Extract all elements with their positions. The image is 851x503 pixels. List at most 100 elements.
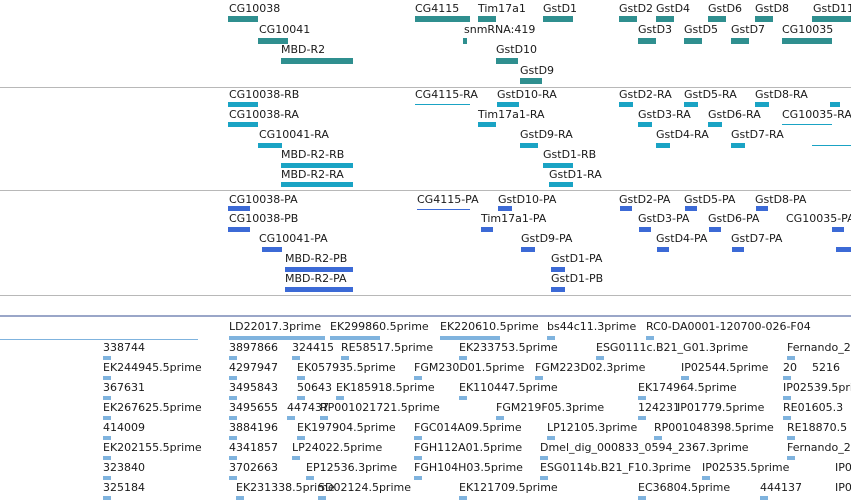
protein-label[interactable]: CG10035-PA [786, 212, 851, 225]
transcript-label[interactable]: GstD1-RB [543, 148, 597, 161]
gene-label[interactable]: GstD9 [520, 64, 555, 77]
gene-feature[interactable] [619, 16, 637, 22]
transcript-feature[interactable] [638, 122, 652, 127]
est-label[interactable]: EC36804.5prime [638, 481, 731, 494]
est-feature[interactable] [229, 396, 237, 400]
est-label[interactable]: 447437 [287, 401, 329, 414]
est-label[interactable]: IP02544.5prime [681, 361, 769, 374]
protein-feature[interactable] [756, 206, 768, 211]
gene-feature[interactable] [755, 16, 773, 22]
est-feature[interactable] [320, 416, 328, 420]
protein-label[interactable]: CG4115-PA [417, 193, 479, 206]
transcript-feature[interactable] [619, 102, 633, 107]
est-feature[interactable] [297, 396, 305, 400]
est-label[interactable]: EK174964.5prime [638, 381, 737, 394]
est-label[interactable]: bs44c11.3prime [547, 320, 637, 333]
est-label[interactable]: 4341857 [229, 441, 278, 454]
gene-label[interactable]: CG10035 [782, 23, 834, 36]
est-feature[interactable] [646, 336, 654, 340]
est-feature[interactable] [496, 416, 504, 420]
est-label[interactable]: 124231 [638, 401, 680, 414]
gene-feature[interactable] [782, 38, 832, 44]
est-label[interactable]: EK267625.5prime [103, 401, 202, 414]
est-label[interactable]: 324415 [292, 341, 334, 354]
protein-label[interactable]: GstD2-PA [619, 193, 671, 206]
transcript-feature[interactable] [281, 163, 353, 168]
est-label[interactable]: 4297947 [229, 361, 278, 374]
est-label[interactable]: EK185918.5prime [336, 381, 435, 394]
gene-feature[interactable] [258, 38, 288, 44]
gene-feature[interactable] [543, 16, 573, 22]
protein-feature[interactable] [285, 287, 353, 292]
est-feature[interactable] [787, 436, 795, 440]
protein-feature[interactable] [639, 227, 651, 232]
est-label[interactable]: EK244945.5prime [103, 361, 202, 374]
est-label[interactable]: FGH112A01.5prime [414, 441, 523, 454]
gene-label[interactable]: GstD4 [656, 2, 691, 15]
est-feature[interactable] [292, 456, 300, 460]
transcript-feature[interactable] [543, 163, 573, 168]
transcript-feature[interactable] [731, 143, 745, 148]
gene-label[interactable]: GstD7 [731, 23, 766, 36]
est-feature[interactable] [414, 376, 422, 380]
est-label[interactable]: 20 [783, 361, 797, 374]
gene-feature[interactable] [708, 16, 726, 22]
est-feature[interactable] [229, 456, 237, 460]
transcript-label[interactable]: GstD10-RA [497, 88, 557, 101]
transcript-label[interactable]: Tim17a1-RA [478, 108, 545, 121]
est-feature[interactable] [540, 456, 548, 460]
est-label[interactable]: ESG0111c.B21_G01.3prime [596, 341, 749, 354]
transcript-label[interactable]: GstD4-RA [656, 128, 709, 141]
gene-feature[interactable] [281, 58, 353, 64]
transcript-feature[interactable] [281, 182, 353, 187]
protein-feature[interactable] [832, 227, 844, 232]
est-label[interactable]: FGC014A09.5prime [414, 421, 522, 434]
transcript-label[interactable]: GstD2-RA [619, 88, 672, 101]
protein-feature[interactable] [262, 247, 282, 252]
est-feature[interactable] [414, 476, 422, 480]
est-label[interactable]: IP01779.5prime [677, 401, 765, 414]
est-label[interactable]: 3884196 [229, 421, 278, 434]
transcript-feature[interactable] [755, 102, 769, 107]
protein-label[interactable]: CG10041-PA [259, 232, 328, 245]
transcript-label[interactable]: GstD1-RA [549, 168, 602, 181]
est-label[interactable]: 3702663 [229, 461, 278, 474]
transcript-label[interactable]: GstD3-RA [638, 108, 691, 121]
est-feature[interactable] [336, 396, 344, 400]
transcript-feature[interactable] [782, 124, 832, 125]
protein-label[interactable]: Tim17a1-PA [481, 212, 547, 225]
transcript-label[interactable]: GstD9-RA [520, 128, 573, 141]
est-label[interactable]: EK202155.5prime [103, 441, 202, 454]
est-feature[interactable] [638, 496, 646, 500]
protein-feature[interactable] [620, 206, 632, 211]
est-label[interactable]: 323840 [103, 461, 145, 474]
gene-feature[interactable] [415, 16, 470, 22]
transcript-label[interactable]: CG10035-RA [782, 108, 851, 121]
est-label[interactable]: ESG0114b.B21_F10.3prime [540, 461, 691, 474]
est-label[interactable]: 338744 [103, 341, 145, 354]
est-label[interactable]: 3495655 [229, 401, 278, 414]
transcript-feature[interactable] [684, 102, 698, 107]
est-label[interactable]: Dmel_dig_000833_0594_2367.3prime [540, 441, 749, 454]
est-label[interactable]: EK197904.5prime [297, 421, 396, 434]
est-label[interactable]: 444137 [760, 481, 802, 494]
est-feature[interactable] [103, 456, 111, 460]
est-label[interactable]: Fernando_2 [787, 341, 851, 354]
protein-label[interactable]: GstD1-PB [551, 272, 604, 285]
gene-label[interactable]: Tim17a1 [478, 2, 526, 15]
est-label[interactable]: LP24022.5prime [292, 441, 383, 454]
est-feature[interactable] [535, 376, 543, 380]
est-label[interactable]: EK121709.5prime [459, 481, 558, 494]
protein-label[interactable]: MBD-R2-PA [285, 272, 347, 285]
est-label[interactable]: 50643 [297, 381, 332, 394]
est-feature[interactable] [341, 356, 349, 360]
est-feature[interactable] [292, 356, 300, 360]
est-feature[interactable] [287, 416, 295, 420]
est-label[interactable]: RE18870.5 [787, 421, 848, 434]
protein-label[interactable]: GstD10-PA [498, 193, 557, 206]
est-label[interactable]: EK220610.5prime [440, 320, 539, 333]
est-feature[interactable] [229, 416, 237, 420]
protein-label[interactable]: CG10038-PB [229, 212, 299, 225]
est-label[interactable]: 5216 [812, 361, 840, 374]
protein-feature[interactable] [481, 227, 493, 232]
